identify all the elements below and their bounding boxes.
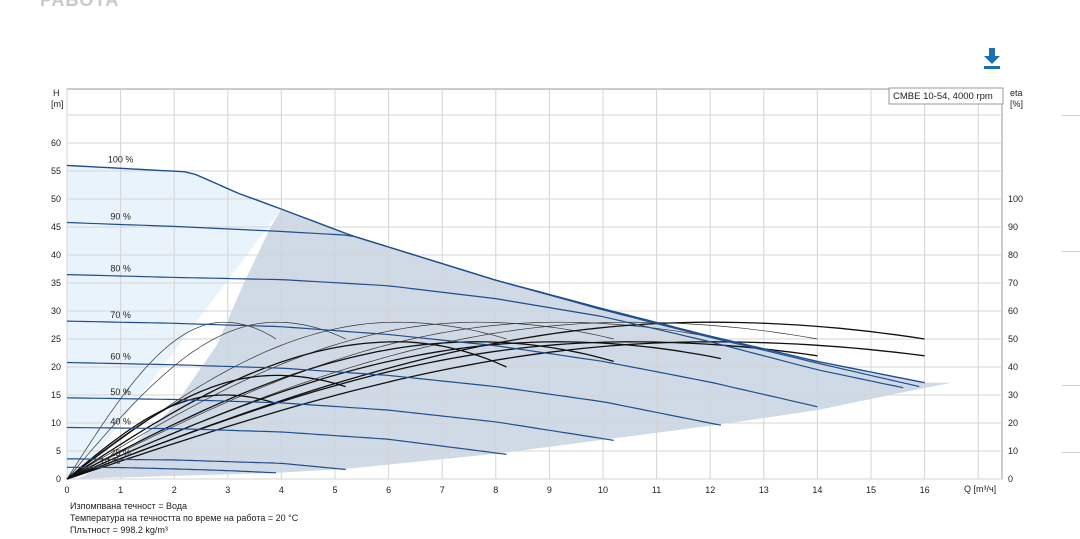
x-tick-label: 2 <box>172 485 177 495</box>
eta-tick-label: 10 <box>1008 446 1018 456</box>
qh-curve-label: 100 % <box>108 154 134 164</box>
header-title-fragment: РАБОТА <box>40 0 120 10</box>
y-axis-unit: [m] <box>51 99 64 109</box>
qh-curve <box>66 458 346 471</box>
qh-curve <box>66 397 614 441</box>
qh-curve-label: 40 % <box>110 416 131 426</box>
x-tick-label: 7 <box>440 485 445 495</box>
eta-curve <box>66 341 818 480</box>
x-tick-label: 10 <box>598 485 608 495</box>
x-tick-label: 11 <box>652 485 661 495</box>
x-tick-label: 12 <box>705 485 715 495</box>
eta-tick-label: 40 <box>1008 362 1018 372</box>
download-icon <box>984 48 1000 69</box>
y-tick-label: 30 <box>51 306 61 316</box>
y-axis-label: H <box>53 88 60 98</box>
eta-curve <box>66 394 277 480</box>
y-tick-label: 40 <box>51 250 61 260</box>
qh-curve <box>66 320 818 408</box>
download-button[interactable] <box>980 46 1004 72</box>
title-box <box>888 87 1004 105</box>
edge-line <box>1062 385 1080 386</box>
x-tick-label: 8 <box>493 485 498 495</box>
eta-tick-label: 90 <box>1008 222 1018 232</box>
qh-curve-label: 25 % <box>110 448 131 458</box>
y-tick-label: 0 <box>56 474 61 484</box>
y-tick-label: 60 <box>51 138 61 148</box>
y-tick-label: 50 <box>51 194 61 204</box>
edge-line <box>1062 251 1080 252</box>
eta-curve <box>66 341 507 480</box>
qh-curve-label: 19 % <box>100 456 121 466</box>
eta-curve-thin <box>66 321 346 480</box>
y-tick-label: 25 <box>51 334 61 344</box>
eta-axis-label: eta <box>1010 88 1023 98</box>
eta-curve <box>66 341 722 480</box>
note-fluid: Изпомпвана течност = Вода <box>70 501 188 511</box>
eta-tick-label: 50 <box>1008 334 1018 344</box>
eta-curve <box>66 374 346 480</box>
eta-curve-thin <box>66 321 277 480</box>
qh-curve-label: 90 % <box>110 212 131 222</box>
eta-tick-label: 20 <box>1008 418 1018 428</box>
eta-tick-label: 70 <box>1008 278 1018 288</box>
chart-title: CMBE 10-54, 4000 rpm <box>893 91 993 102</box>
qh-curve-label: 60 % <box>110 352 131 362</box>
y-tick-label: 10 <box>51 418 61 428</box>
x-tick-label: 9 <box>547 485 552 495</box>
x-tick-label: 6 <box>386 485 391 495</box>
eta-curve-thin <box>66 321 614 480</box>
eta-curve <box>66 341 925 480</box>
eta-tick-label: 80 <box>1008 250 1018 260</box>
eta-tick-label: 0 <box>1008 474 1013 484</box>
note-temperature: Температура на течността по време на раб… <box>70 513 299 523</box>
eta-curve <box>66 341 614 480</box>
edge-line <box>1062 452 1080 453</box>
y-tick-label: 15 <box>51 390 61 400</box>
qh-curve <box>66 274 904 389</box>
x-tick-label: 1 <box>118 485 123 495</box>
x-tick-label: 14 <box>812 485 822 495</box>
y-tick-label: 20 <box>51 362 61 372</box>
x-tick-label: 0 <box>64 485 69 495</box>
x-tick-label: 16 <box>920 485 930 495</box>
edge-line <box>1062 115 1080 116</box>
qh-curve-label: 70 % <box>110 310 131 320</box>
x-tick-label: 3 <box>225 485 230 495</box>
x-tick-label: 5 <box>332 485 337 495</box>
x-tick-label: 13 <box>759 485 769 495</box>
qh-curve <box>66 466 277 474</box>
x-tick-label: 15 <box>866 485 876 495</box>
y-tick-label: 45 <box>51 222 61 232</box>
eta-tick-label: 60 <box>1008 306 1018 316</box>
x-tick-label: 4 <box>279 485 284 495</box>
eta-tick-label: 100 <box>1008 194 1023 204</box>
fluid-notes: Изпомпвана течност = Вода Температура на… <box>70 500 298 536</box>
y-tick-label: 35 <box>51 278 61 288</box>
y-tick-label: 5 <box>56 446 61 456</box>
y-tick-label: 55 <box>51 166 61 176</box>
qh-curve <box>66 361 722 426</box>
eta-tick-label: 30 <box>1008 390 1018 400</box>
x-axis-label: Q [m³/ч] <box>964 484 996 494</box>
qh-curve-label: 80 % <box>110 264 131 274</box>
note-density: Плътност = 998.2 kg/m³ <box>70 525 168 535</box>
eta-curve-thin <box>66 321 721 480</box>
eta-axis-unit: [%] <box>1010 99 1023 109</box>
qh-curve <box>66 221 920 388</box>
qh-curve <box>67 426 507 455</box>
qh-curve-label: 50 % <box>110 387 131 397</box>
